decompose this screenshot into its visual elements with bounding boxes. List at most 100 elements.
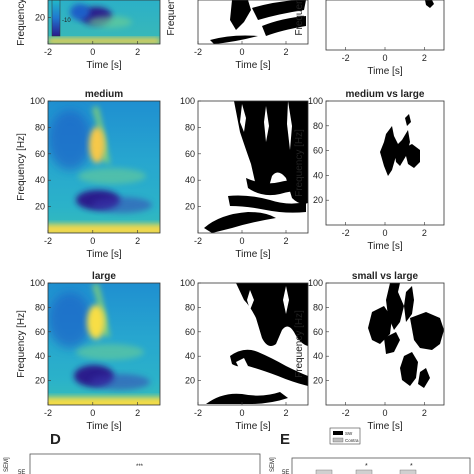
y-tick-label-middle-middle-1: 40 (185, 175, 195, 185)
y-tick-label-middle-middle-4: 100 (180, 96, 195, 106)
y-axis-label-bottom-right: Frequency [Hz] (294, 310, 305, 378)
x-tick-label-top-right-2: 2 (422, 53, 427, 63)
x-tick-label-middle-middle-2: 2 (283, 236, 288, 246)
x-tick-label-top-middle-2: 2 (283, 47, 288, 57)
x-tick-label-bottom-right-1: 0 (382, 408, 387, 418)
y-tick-label-middle-middle-3: 80 (185, 122, 195, 132)
x-tick-label-middle-right-0: -2 (342, 228, 350, 238)
y-tick-label-bottom-right-1: 40 (313, 351, 323, 361)
x-tick-label-top-left-2: 2 (135, 47, 140, 57)
x-tick-label-bottom-left-0: -2 (44, 408, 52, 418)
x-tick-label-middle-left-1: 0 (90, 236, 95, 246)
y-axis-label-bottom-left: Frequency [Hz] (16, 310, 27, 378)
panel-bottom-right (325, 282, 445, 406)
cut-axis-label-d: SEM] (4, 457, 10, 472)
y-tick-label-bottom-left-2: 60 (35, 327, 45, 337)
x-axis-label-bottom-right: Time [s] (367, 421, 402, 432)
x-tick-label-middle-left-0: -2 (44, 236, 52, 246)
colorbar-tick-label: -10 (62, 18, 71, 24)
chart-title-bottom-right: small vs large (352, 271, 419, 282)
x-tick-label-bottom-right-0: -2 (342, 408, 350, 418)
y-tick-label-bottom-left-3: 80 (35, 302, 45, 312)
y-tick-label-middle-left-2: 60 (35, 149, 45, 159)
y-tick-label-bottom-middle-3: 80 (185, 302, 195, 312)
x-tick-label-middle-left-2: 2 (135, 236, 140, 246)
significance-mark-d: *** (136, 464, 144, 470)
y-axis-label-middle-right: Frequency [Hz] (294, 129, 305, 197)
x-tick-label-top-middle-0: -2 (194, 47, 202, 57)
panel-middle-left (47, 100, 161, 234)
y-tick-label-bottom-left-4: 100 (30, 278, 45, 288)
x-tick-label-top-middle-1: 0 (239, 47, 244, 57)
significance-mark-e1: * (365, 463, 368, 470)
panel-top-left: -10 (47, 0, 161, 45)
y-tick-label-bottom-middle-1: 40 (185, 351, 195, 361)
significance-mark-e2: * (410, 463, 413, 470)
x-axis-label-middle-middle: Time [s] (235, 249, 270, 260)
panel-d: D SEM] 5E *** (4, 431, 261, 474)
x-axis-label-top-right: Time [s] (367, 66, 402, 77)
x-tick-label-middle-middle-1: 0 (239, 236, 244, 246)
x-tick-label-bottom-middle-2: 2 (283, 408, 288, 418)
chart-title-middle-right: medium vs large (346, 89, 425, 100)
x-axis-label-middle-right: Time [s] (367, 241, 402, 252)
x-tick-label-middle-right-1: 0 (382, 228, 387, 238)
x-axis-label-top-middle: Time [s] (235, 60, 270, 71)
y-tick-label-middle-left-1: 40 (35, 175, 45, 185)
x-tick-label-bottom-right-2: 2 (422, 408, 427, 418)
x-tick-label-middle-right-2: 2 (422, 228, 427, 238)
y-tick-label-top-left-0: 20 (35, 13, 45, 23)
y-tick-label-middle-right-0: 20 (313, 195, 323, 205)
y-axis-label-top-right: Frequency (294, 0, 305, 36)
legend-entry-contra: Contra (345, 438, 359, 443)
chart-title-bottom-left: large (92, 271, 116, 282)
panel-middle-right (325, 100, 445, 226)
cut-tick-label-d: 5E (18, 470, 25, 474)
y-tick-label-middle-middle-2: 60 (185, 149, 195, 159)
panel-middle-middle (197, 100, 309, 234)
y-tick-label-middle-left-0: 20 (35, 202, 45, 212)
legend-entry-sw: SW (345, 431, 353, 436)
y-axis-label-middle-left: Frequency [Hz] (16, 133, 27, 201)
x-axis-label-middle-left: Time [s] (86, 249, 121, 260)
x-tick-label-top-left-1: 0 (90, 47, 95, 57)
y-tick-label-middle-left-3: 80 (35, 122, 45, 132)
y-tick-label-bottom-left-0: 20 (35, 376, 45, 386)
y-tick-label-bottom-middle-4: 100 (180, 278, 195, 288)
panel-top-middle (197, 0, 309, 45)
cut-axis-label-e: SEM] (270, 457, 276, 472)
x-tick-label-top-right-1: 0 (382, 53, 387, 63)
cut-tick-label-e: 5E (282, 470, 289, 474)
y-tick-label-middle-right-1: 40 (313, 170, 323, 180)
x-tick-label-bottom-middle-1: 0 (239, 408, 244, 418)
x-tick-label-bottom-left-1: 0 (90, 408, 95, 418)
x-tick-label-top-right-0: -2 (342, 53, 350, 63)
y-tick-label-middle-left-4: 100 (30, 96, 45, 106)
y-tick-label-bottom-right-0: 20 (313, 376, 323, 386)
legend: SW Contra (329, 427, 361, 445)
panel-letter-d: D (50, 431, 61, 448)
y-tick-label-bottom-right-3: 80 (313, 302, 323, 312)
y-tick-label-bottom-right-2: 60 (313, 327, 323, 337)
colorbar: -10 (51, 0, 71, 37)
y-tick-label-middle-right-3: 80 (313, 121, 323, 131)
y-tick-label-bottom-left-1: 40 (35, 351, 45, 361)
x-tick-label-bottom-middle-0: -2 (194, 408, 202, 418)
x-axis-label-bottom-middle: Time [s] (235, 421, 270, 432)
panel-letter-e: E (280, 431, 290, 448)
y-tick-label-bottom-middle-2: 60 (185, 327, 195, 337)
chart-title-middle-left: medium (85, 89, 123, 100)
panel-bottom-middle (197, 282, 309, 406)
x-tick-label-middle-middle-0: -2 (194, 236, 202, 246)
x-tick-label-top-left-0: -2 (44, 47, 52, 57)
y-tick-label-bottom-middle-0: 20 (185, 376, 195, 386)
y-axis-label-top-left: Frequency [Hz] (16, 0, 27, 46)
y-tick-label-middle-middle-0: 20 (185, 202, 195, 212)
y-tick-label-middle-right-2: 60 (313, 146, 323, 156)
x-axis-label-bottom-left: Time [s] (86, 421, 121, 432)
panel-e: E SW Contra SEM] 5E * * (270, 427, 471, 474)
panel-top-right (325, 0, 445, 51)
y-tick-label-middle-right-4: 100 (308, 96, 323, 106)
